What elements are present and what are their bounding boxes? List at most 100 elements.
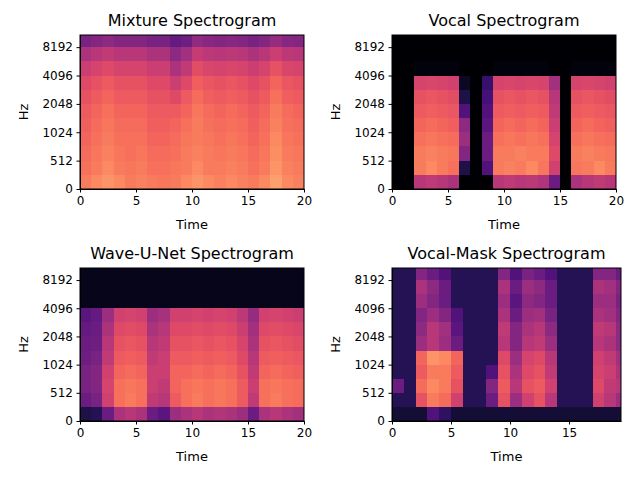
cell <box>522 280 534 294</box>
cell <box>259 161 270 175</box>
cells <box>80 35 304 189</box>
cell <box>392 132 403 146</box>
cell <box>136 132 147 146</box>
cell <box>515 118 526 132</box>
x-tick: 15 <box>553 189 568 208</box>
cell <box>237 146 248 160</box>
x-tick-label: 0 <box>77 426 85 440</box>
cell <box>80 175 91 189</box>
cell <box>448 35 459 47</box>
cell <box>237 132 248 146</box>
x-tick-mark <box>192 421 193 425</box>
cell <box>560 146 571 160</box>
cell <box>147 118 158 132</box>
cell <box>248 351 259 365</box>
cell <box>102 132 113 146</box>
cell <box>237 118 248 132</box>
cell <box>237 351 248 365</box>
cell <box>226 407 237 421</box>
cell <box>181 161 192 175</box>
cell <box>293 365 304 379</box>
cell <box>102 47 113 61</box>
cell <box>493 175 504 189</box>
cell <box>582 47 593 61</box>
cell <box>136 175 147 189</box>
cell <box>463 351 475 365</box>
cell <box>170 35 181 47</box>
cell <box>526 118 537 132</box>
cell <box>91 407 102 421</box>
cell <box>392 294 404 308</box>
cell <box>571 146 582 160</box>
x-axis: 05101520 <box>389 189 624 208</box>
x-tick: 5 <box>133 421 141 440</box>
x-tick-label: 0 <box>389 426 397 440</box>
cell <box>448 132 459 146</box>
cell <box>403 90 414 104</box>
cell <box>91 175 102 189</box>
y-tick: 512 <box>50 386 80 400</box>
cell <box>203 161 214 175</box>
y-tick: 2048 <box>354 330 392 344</box>
cell <box>392 351 404 365</box>
cell <box>248 379 259 393</box>
cell <box>170 61 181 75</box>
cell <box>416 365 428 379</box>
cell <box>463 280 475 294</box>
cell <box>170 393 181 407</box>
cell <box>448 118 459 132</box>
cell <box>582 90 593 104</box>
cell <box>437 90 448 104</box>
x-tick: 5 <box>445 189 453 208</box>
cell <box>147 104 158 118</box>
y-tick-mark <box>77 365 81 366</box>
cell <box>192 308 203 322</box>
cell <box>102 146 113 160</box>
cell <box>582 161 593 175</box>
cell <box>581 280 593 294</box>
cell <box>427 308 439 322</box>
cell <box>594 35 605 47</box>
cell <box>459 161 470 175</box>
cell <box>114 104 125 118</box>
x-axis: 05101520 <box>77 421 312 440</box>
cell <box>439 308 451 322</box>
y-tick-mark <box>77 189 81 190</box>
cell <box>459 47 470 61</box>
y-tick-mark <box>77 132 81 133</box>
cell <box>498 308 510 322</box>
cell <box>226 47 237 61</box>
cell <box>451 407 463 421</box>
cell <box>392 365 404 379</box>
cell <box>593 393 605 407</box>
cell <box>282 280 293 294</box>
chart-root: 0510152005121024204840968192Mixture Spec… <box>0 0 640 480</box>
cell <box>498 336 510 350</box>
cell <box>582 61 593 75</box>
cell <box>475 379 487 393</box>
x-tick-mark <box>451 421 452 425</box>
cell <box>427 336 439 350</box>
cell <box>136 161 147 175</box>
cell <box>560 161 571 175</box>
cell <box>270 146 281 160</box>
cell <box>259 308 270 322</box>
y-tick-label: 1024 <box>42 126 73 140</box>
cell <box>293 35 304 47</box>
cell <box>616 294 621 308</box>
cell <box>557 308 569 322</box>
cell <box>522 322 534 336</box>
cell <box>403 146 414 160</box>
cell <box>214 161 225 175</box>
cell <box>526 76 537 90</box>
cell <box>136 280 147 294</box>
cell <box>486 308 498 322</box>
cell <box>80 90 91 104</box>
cell <box>237 161 248 175</box>
cell <box>114 336 125 350</box>
cell <box>80 35 91 47</box>
cell <box>170 268 181 280</box>
cell <box>426 90 437 104</box>
cell <box>426 61 437 75</box>
cell <box>248 365 259 379</box>
